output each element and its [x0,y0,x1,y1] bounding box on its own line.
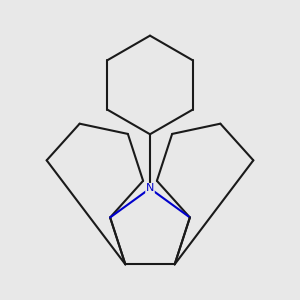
Text: N: N [146,184,154,194]
